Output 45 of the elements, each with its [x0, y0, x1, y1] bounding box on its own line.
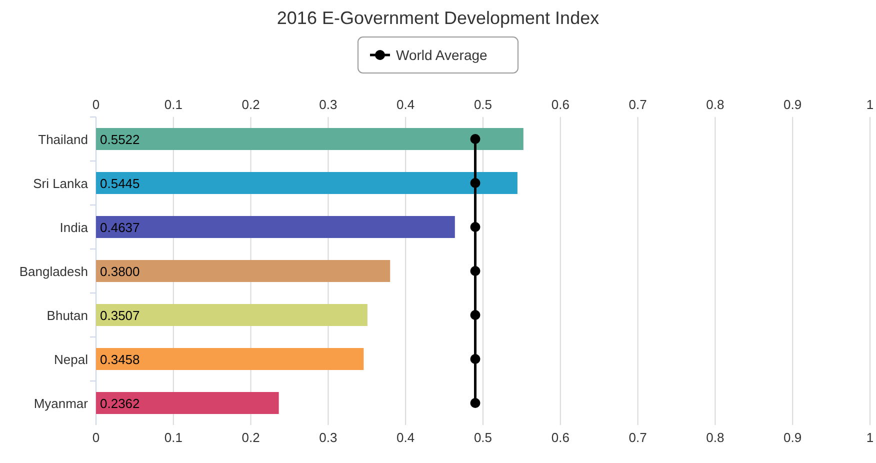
data-label: 0.3507 [100, 308, 140, 323]
x-tick-label: 0.1 [164, 430, 182, 445]
x-tick-label: 0.9 [784, 430, 802, 445]
bar [96, 172, 518, 194]
x-tick-label: 0.2 [242, 430, 260, 445]
x2-tick-label: 0.3 [319, 97, 338, 112]
y-tick-label: Bhutan [46, 308, 88, 323]
x-tick-label: 1 [866, 430, 874, 445]
data-label: 0.4637 [100, 220, 140, 235]
x-tick-label: 0.7 [628, 430, 647, 445]
y-tick-label: Sri Lanka [33, 176, 89, 191]
x2-tick-label: 0.4 [396, 97, 415, 112]
x2-tick-label: 0.1 [164, 97, 182, 112]
data-label: 0.5445 [100, 176, 140, 191]
x-tick-label: 0.4 [396, 430, 415, 445]
y-tick-label: India [60, 220, 89, 235]
x-tick-label: 0.8 [706, 430, 724, 445]
bar [96, 260, 390, 282]
legend-label: World Average [396, 47, 488, 63]
data-label: 0.3800 [100, 264, 140, 279]
x-tick-label: 0.6 [551, 430, 570, 445]
x2-tick-label: 0.6 [551, 97, 570, 112]
x2-tick-label: 0 [92, 97, 100, 112]
x-tick-label: 0 [92, 430, 100, 445]
x2-tick-label: 0.7 [628, 97, 647, 112]
y-tick-label: Thailand [38, 132, 88, 147]
bar [96, 304, 368, 326]
data-label: 0.2362 [100, 396, 140, 411]
chart-title: 2016 E-Government Development Index [276, 8, 600, 28]
y-tick-label: Bangladesh [19, 264, 88, 279]
x-tick-label: 0.5 [474, 430, 492, 445]
bar [96, 128, 524, 150]
y-tick-label: Myanmar [34, 396, 89, 411]
x2-tick-label: 1 [866, 97, 874, 112]
x-tick-label: 0.3 [319, 430, 338, 445]
bar [96, 216, 455, 238]
bar [96, 348, 364, 370]
x2-tick-label: 0.8 [706, 97, 724, 112]
x2-tick-label: 0.9 [784, 97, 802, 112]
bar [96, 392, 279, 414]
data-label: 0.3458 [100, 352, 140, 367]
x2-tick-label: 0.2 [242, 97, 260, 112]
y-tick-label: Nepal [54, 352, 88, 367]
x2-tick-label: 0.5 [474, 97, 492, 112]
data-label: 0.5522 [100, 132, 140, 147]
